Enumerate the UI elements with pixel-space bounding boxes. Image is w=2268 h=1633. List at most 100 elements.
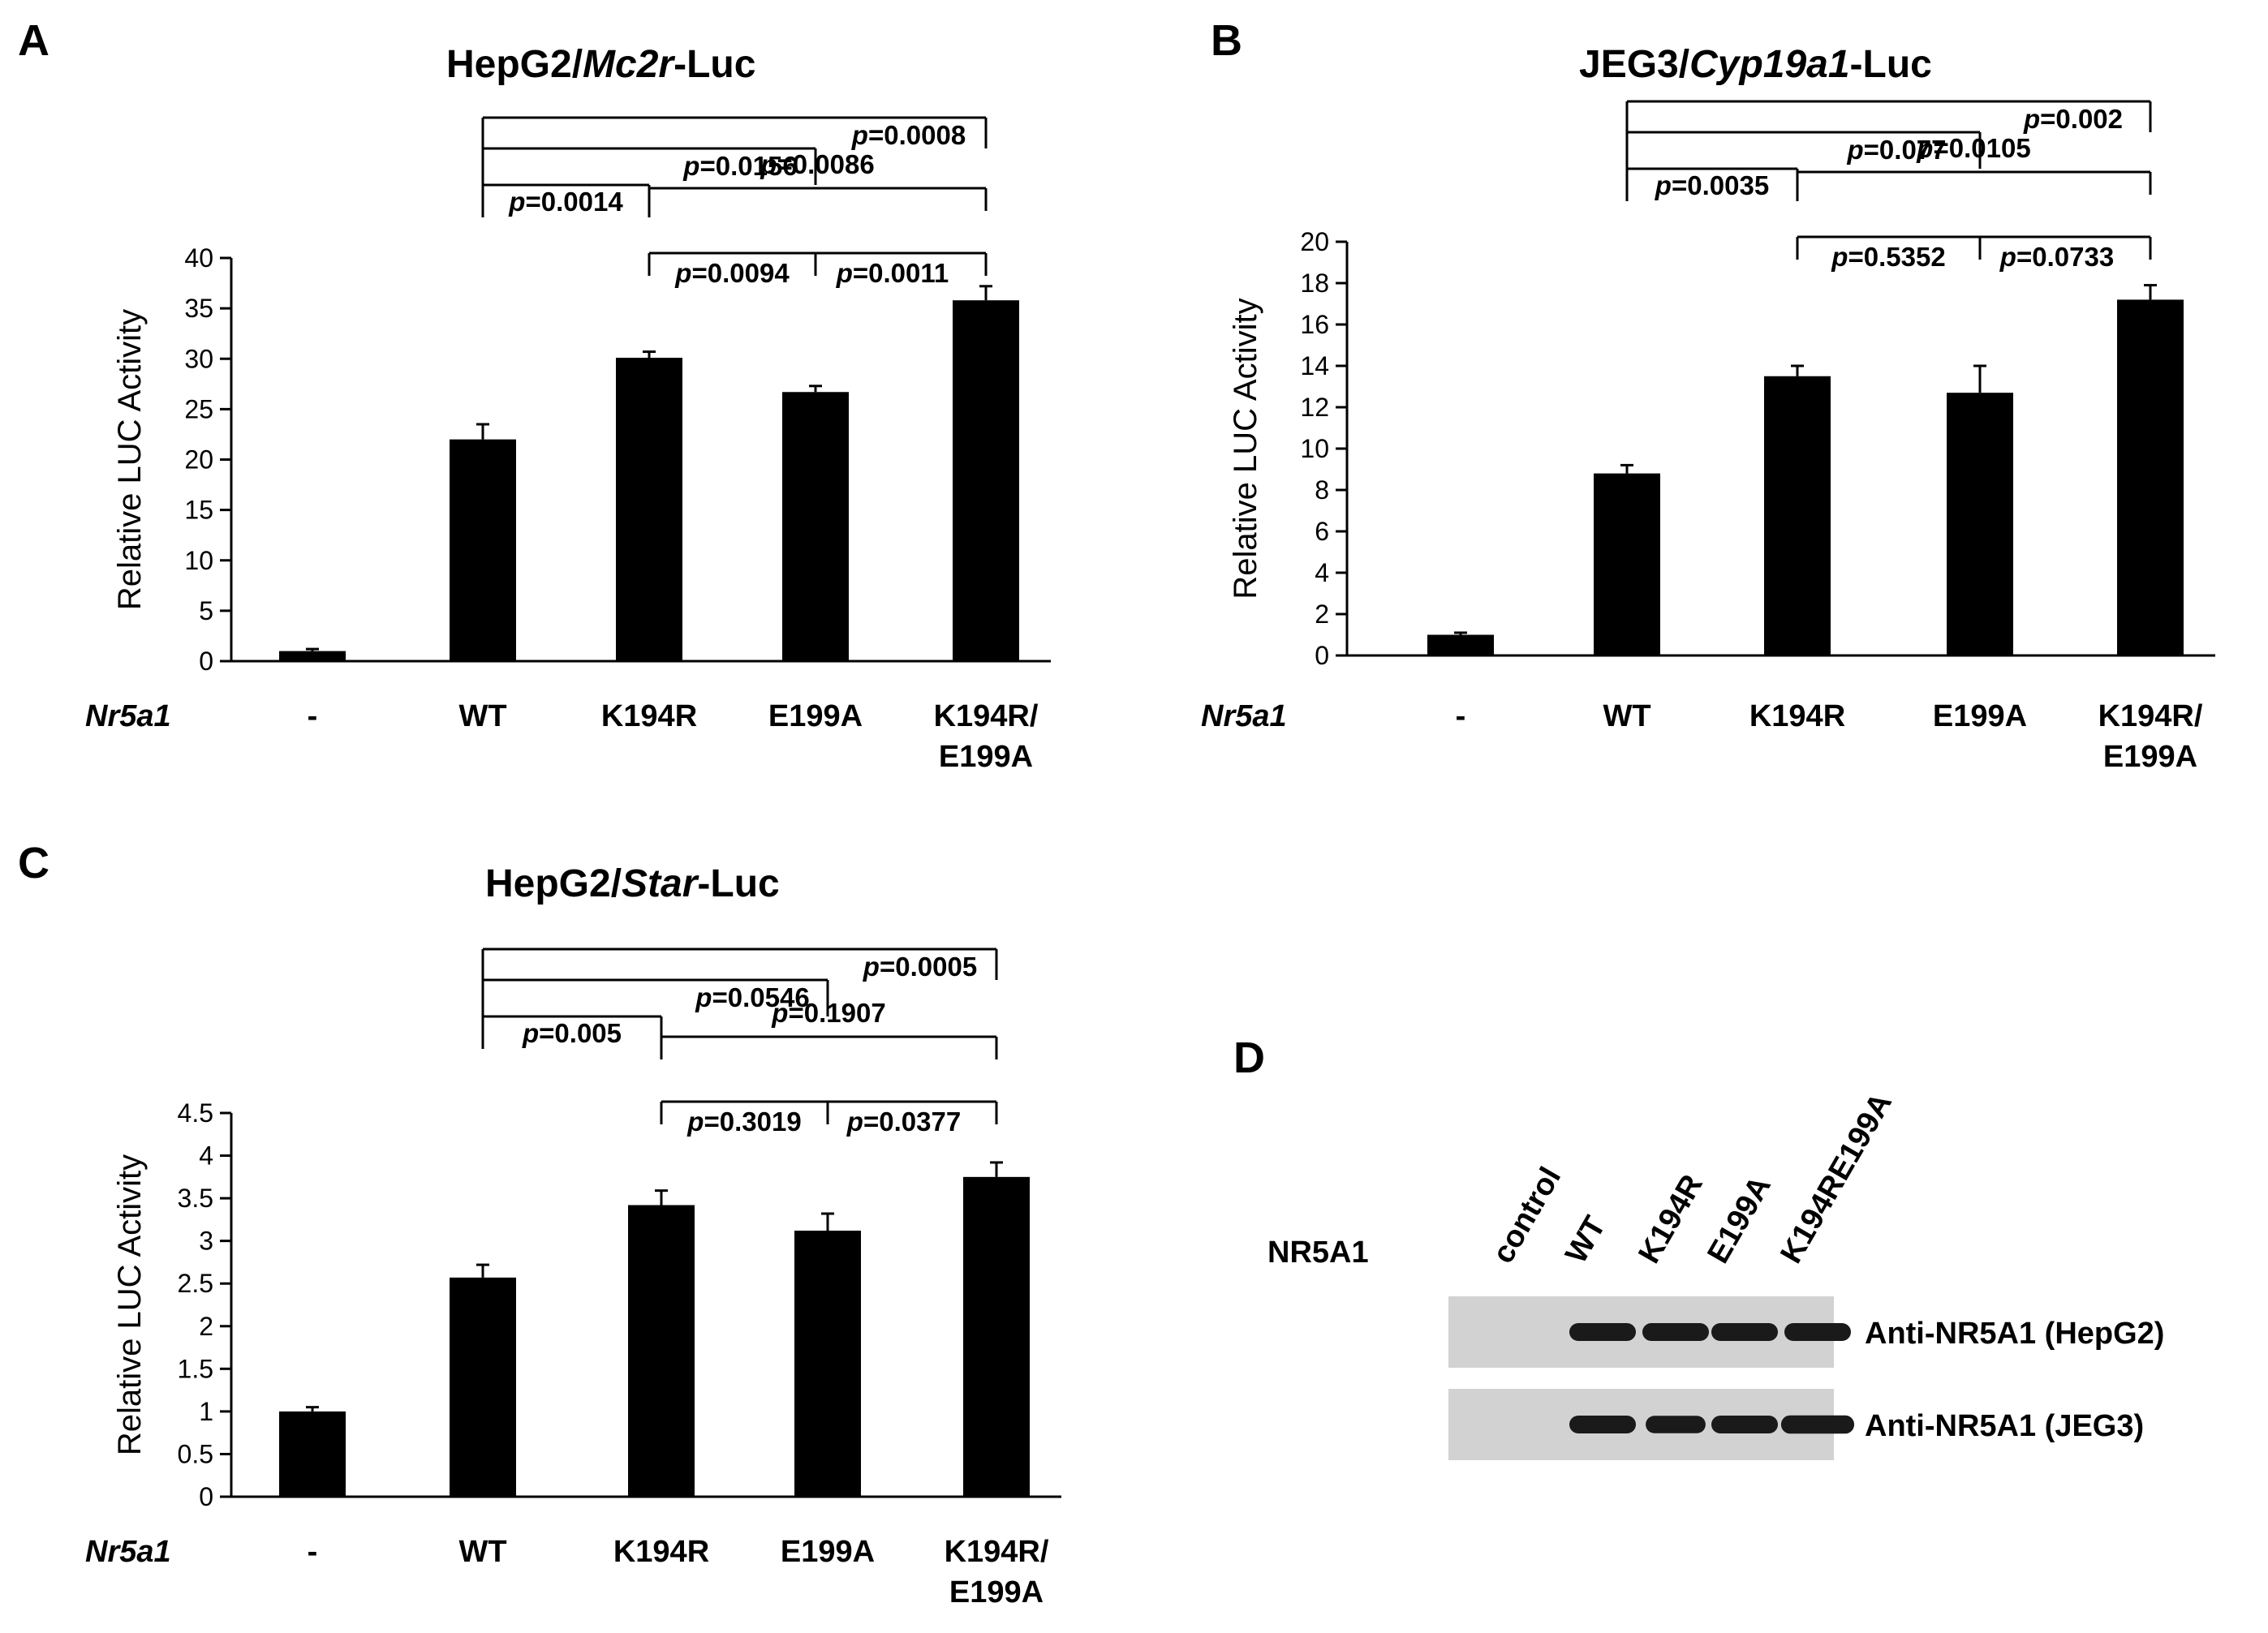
x-tick-label-line: WT xyxy=(1603,699,1650,733)
blot-band xyxy=(1711,1323,1778,1341)
p-symbol: p xyxy=(836,258,853,288)
blot-lane-label: K194RE199A xyxy=(1774,1087,1899,1269)
bar-control xyxy=(1427,634,1494,655)
y-tick-label: 0 xyxy=(1315,641,1329,670)
x-tick-label-line: E199A xyxy=(949,1575,1044,1609)
y-tick-label: 4 xyxy=(1315,558,1329,587)
chart-title-b: JEG3/Cyp19a1-Luc xyxy=(1579,43,1932,86)
p-value-label: p=0.0733 xyxy=(1999,242,2114,272)
y-tick-label: 6 xyxy=(1315,517,1329,546)
y-tick-label: 16 xyxy=(1300,310,1329,339)
p-value-label: p=0.0086 xyxy=(760,149,874,179)
blot-lane-label: E199A xyxy=(1701,1171,1777,1270)
panel-letter-d: D xyxy=(1233,1034,1265,1082)
x-tick-label-line: E199A xyxy=(939,740,1033,774)
y-tick-label: 2 xyxy=(199,1312,213,1341)
chart-b: 0 2 4 6 8 10 12 14 16 18 20 Relative LUC Activity Nr… xyxy=(1201,100,2215,774)
title-c-suffix: -Luc xyxy=(697,862,779,905)
bar-k194re199a xyxy=(963,1176,1030,1497)
blot-band xyxy=(1784,1323,1851,1341)
p-value-label: p=0.002 xyxy=(2023,104,2123,134)
p-value-label: p=0.3019 xyxy=(686,1107,801,1137)
y-tick-label: 10 xyxy=(1300,434,1329,463)
y-tick-label: 2 xyxy=(1315,599,1329,629)
bar-k194re199a xyxy=(2117,299,2184,655)
p-symbol: p xyxy=(508,187,525,217)
p-symbol: p xyxy=(771,998,788,1028)
bar-wt xyxy=(1594,473,1660,655)
blot-band xyxy=(1711,1416,1778,1433)
y-tick-label: 0.5 xyxy=(178,1439,213,1468)
y-tick-label: 20 xyxy=(184,445,213,475)
p-symbol: p xyxy=(682,151,699,181)
p-value-number: =0.0086 xyxy=(777,149,874,179)
p-value-label: p=0.077 xyxy=(1846,135,1946,165)
p-symbol: p xyxy=(846,1107,863,1137)
blot-band xyxy=(1642,1323,1709,1341)
x-tick-label: K194R/E199A xyxy=(945,1535,1049,1609)
blot-band xyxy=(1569,1323,1636,1341)
p-value-number: =0.002 xyxy=(2040,104,2123,134)
y-tick-label: 25 xyxy=(184,394,213,423)
p-value-label: p=0.0035 xyxy=(1655,170,1769,200)
p-symbol: p xyxy=(674,258,691,288)
x-tick-label-line: K194R/ xyxy=(934,699,1039,733)
y-tick-label: 1 xyxy=(199,1397,213,1426)
bar-k194r xyxy=(616,358,682,661)
blot-row-antibody-label: Anti-NR5A1 (HepG2) xyxy=(1865,1317,2164,1351)
y-tick-label: 0 xyxy=(199,1482,213,1511)
x-tick-label: K194R xyxy=(613,1535,709,1569)
p-value-label: p=0.005 xyxy=(522,1018,622,1048)
x-row-label: Nr5a1 xyxy=(85,699,171,733)
x-row-label: Nr5a1 xyxy=(1201,699,1287,733)
y-tick-label: 3.5 xyxy=(178,1184,213,1213)
y-tick-label: 1.5 xyxy=(178,1354,213,1383)
y-tick-label: 35 xyxy=(184,294,213,323)
y-tick-label: 15 xyxy=(184,496,213,525)
p-symbol: p xyxy=(2023,104,2040,134)
x-tick-label: K194R xyxy=(601,699,697,733)
p-value-label: p=0.0094 xyxy=(674,258,790,288)
p-value-number: =0.0011 xyxy=(853,258,949,288)
p-value-number: =0.1907 xyxy=(788,998,885,1028)
x-tick-label-line: - xyxy=(308,1535,318,1569)
p-symbol: p xyxy=(1831,242,1848,272)
y-tick-label: 0 xyxy=(199,647,213,676)
bar-control xyxy=(279,1411,346,1497)
p-value-number: =0.0377 xyxy=(863,1107,961,1137)
blot-row-label: NR5A1 xyxy=(1267,1235,1369,1270)
p-value-number: =0.0014 xyxy=(525,187,623,217)
y-tick-label: 5 xyxy=(199,596,213,625)
y-tick-label: 40 xyxy=(184,243,213,273)
p-symbol: p xyxy=(695,982,712,1012)
p-symbol: p xyxy=(1999,242,2016,272)
y-tick-label: 2.5 xyxy=(178,1269,213,1298)
bar-k194r xyxy=(1764,376,1831,655)
p-value-number: =0.0105 xyxy=(1933,133,2030,163)
p-value-number: =0.0005 xyxy=(880,952,977,982)
blot-lane-label: K194R xyxy=(1632,1169,1710,1269)
y-tick-label: 4.5 xyxy=(178,1098,213,1128)
title-a-suffix: -Luc xyxy=(674,43,755,86)
p-value-number: =0.0035 xyxy=(1672,170,1769,200)
p-value-label: p=0.0011 xyxy=(836,258,949,288)
blot-band xyxy=(1780,1415,1855,1434)
x-tick-label: WT xyxy=(458,1535,506,1569)
p-value-label: p=0.0156 xyxy=(682,151,797,181)
panel-letter-a: A xyxy=(18,16,49,65)
title-b-suffix: -Luc xyxy=(1850,43,1932,86)
p-value-label: p=0.5352 xyxy=(1831,242,1945,272)
chart-title-a: HepG2/Mc2r-Luc xyxy=(446,43,755,86)
y-tick-label: 14 xyxy=(1300,351,1329,380)
bar-e199a xyxy=(782,392,849,661)
y-tick-label: 8 xyxy=(1315,475,1329,505)
p-symbol: p xyxy=(1916,133,1933,163)
p-value-number: =0.5352 xyxy=(1848,242,1945,272)
blot-band xyxy=(1569,1416,1636,1433)
p-value-label: p=0.1907 xyxy=(771,998,885,1028)
x-tick-label: WT xyxy=(1603,699,1650,733)
x-tick-label-line: E199A xyxy=(781,1535,875,1569)
x-tick-label: K194R xyxy=(1749,699,1845,733)
